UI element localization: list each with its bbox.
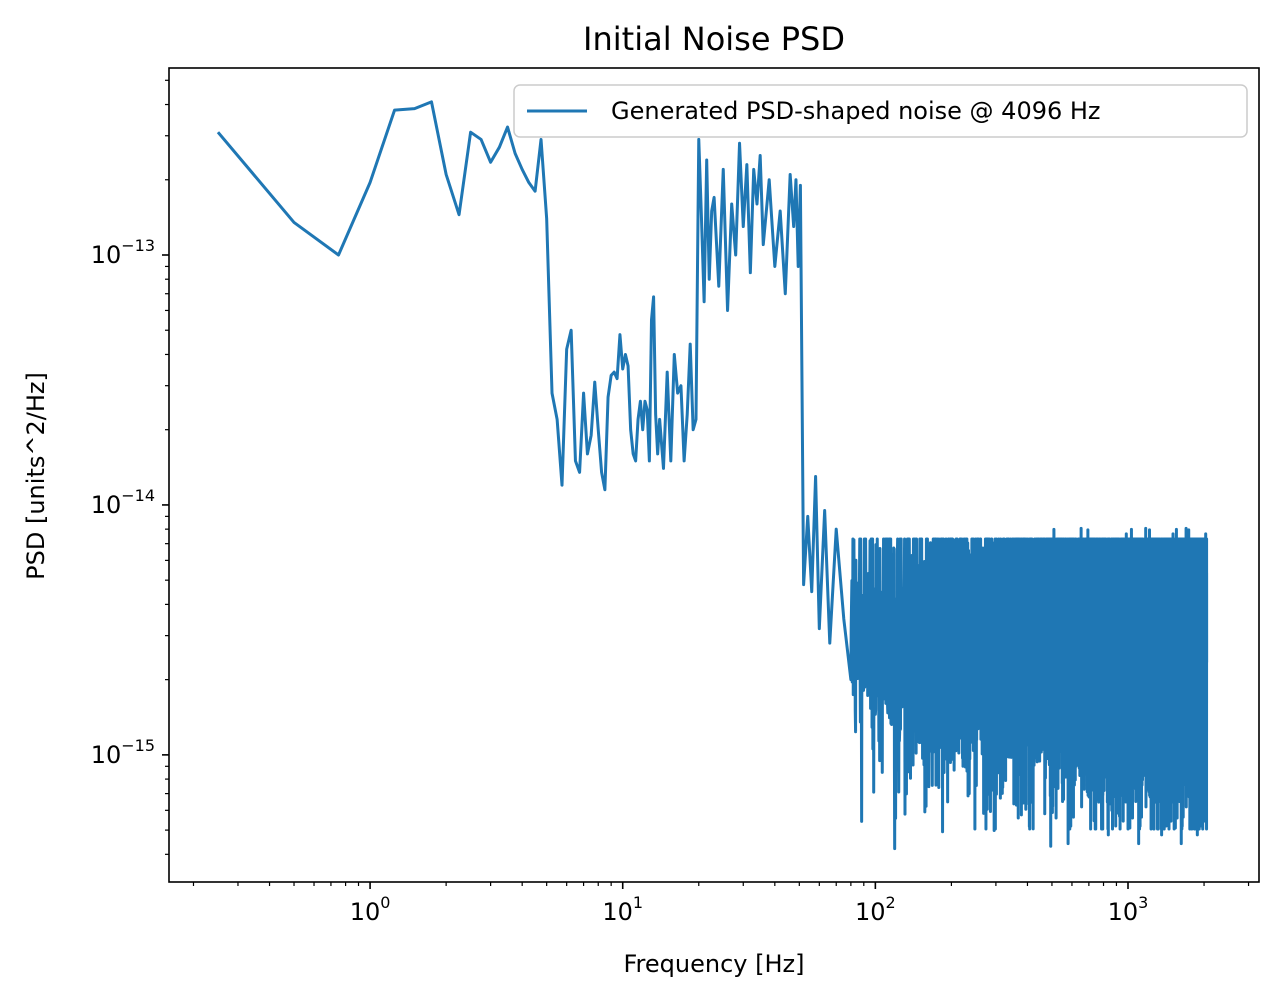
y-tick-label: 10−13 [91, 236, 155, 269]
y-tick-label: 10−15 [91, 736, 155, 769]
legend-label: Generated PSD-shaped noise @ 4096 Hz [611, 97, 1101, 125]
legend: Generated PSD-shaped noise @ 4096 Hz [513, 84, 1248, 138]
plot-frame [168, 67, 1260, 883]
y-axis-label: PSD [units^2/Hz] [22, 372, 50, 580]
legend-box [513, 84, 1248, 138]
x-tick-label: 100 [350, 893, 391, 926]
y-tick-label: 10−14 [91, 486, 155, 519]
series-line [216, 100, 1209, 851]
y-axis: 10−13 10−14 10−15 [91, 79, 169, 855]
x-tick-label: 103 [1108, 893, 1149, 926]
x-axis-label: Frequency [Hz] [624, 950, 805, 978]
chart-title: Initial Noise PSD [583, 20, 845, 58]
x-tick-label: 101 [602, 893, 643, 926]
x-axis: 100 101 102 103 [192, 882, 1250, 926]
x-tick-label: 102 [855, 893, 896, 926]
plot-series [216, 100, 1209, 851]
